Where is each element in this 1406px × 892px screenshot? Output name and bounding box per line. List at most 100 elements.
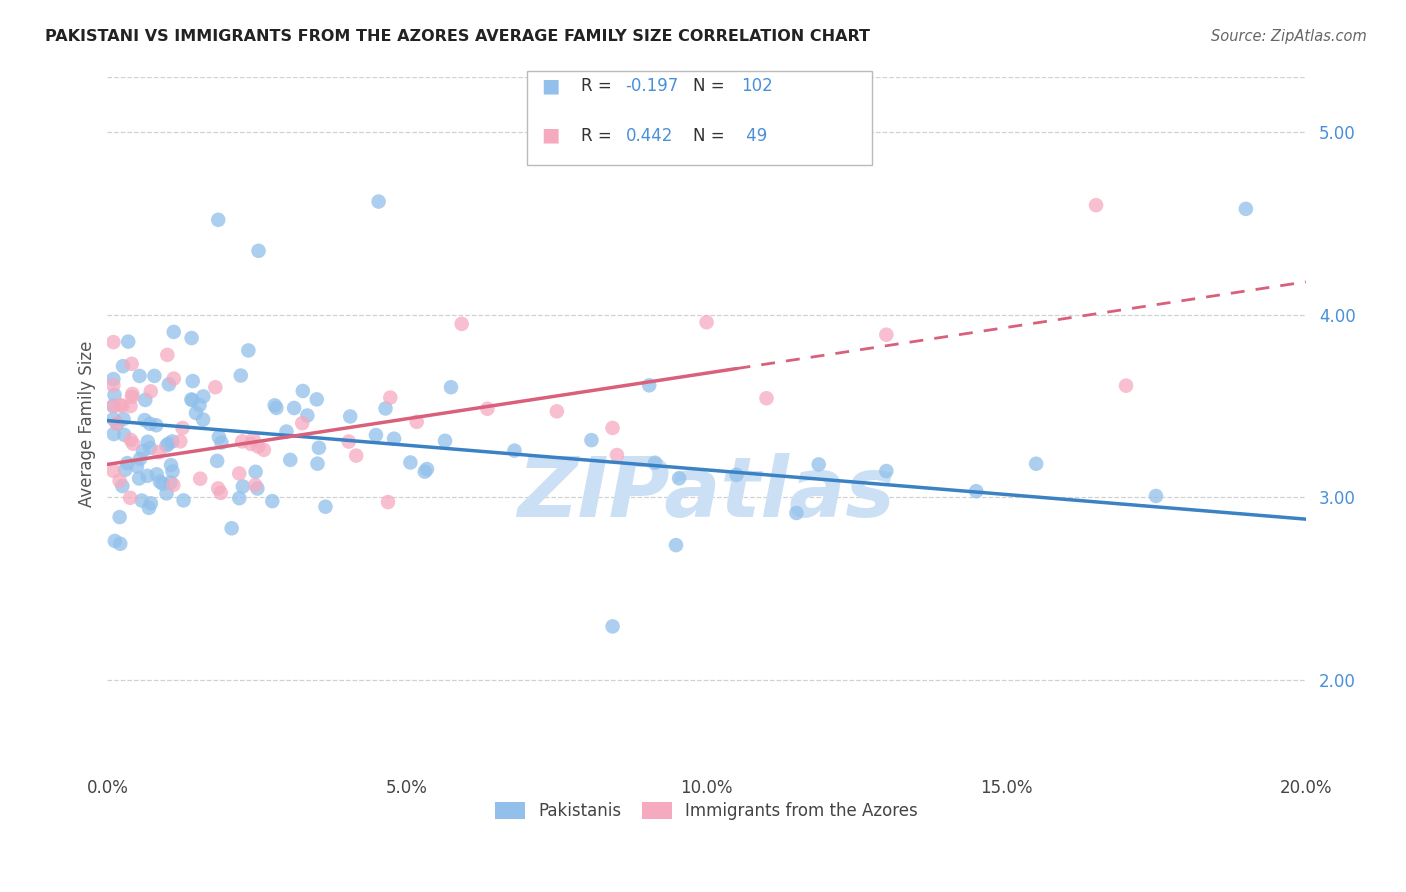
Point xyxy=(136,434,159,449)
Point xyxy=(380,391,402,405)
Text: ■: ■ xyxy=(541,77,560,95)
Point xyxy=(297,409,319,423)
Text: N =: N = xyxy=(693,127,730,145)
Y-axis label: Average Family Size: Average Family Size xyxy=(79,341,96,508)
Point xyxy=(785,506,807,520)
Point xyxy=(755,391,778,405)
Point xyxy=(245,465,267,479)
Text: PAKISTANI VS IMMIGRANTS FROM THE AZORES AVERAGE FAMILY SIZE CORRELATION CHART: PAKISTANI VS IMMIGRANTS FROM THE AZORES … xyxy=(45,29,870,44)
Point xyxy=(103,399,125,413)
Point xyxy=(134,392,156,407)
Point xyxy=(132,443,155,458)
Point xyxy=(139,384,162,399)
Point xyxy=(337,434,360,449)
Point xyxy=(344,449,367,463)
Point xyxy=(253,442,276,457)
Point xyxy=(103,399,125,413)
Point xyxy=(103,335,125,350)
Point xyxy=(228,467,250,481)
Point xyxy=(606,448,628,462)
Text: R =: R = xyxy=(581,127,617,145)
Point xyxy=(374,401,396,416)
Point xyxy=(208,430,231,444)
Text: Source: ZipAtlas.com: Source: ZipAtlas.com xyxy=(1211,29,1367,44)
Point xyxy=(367,194,389,209)
Point xyxy=(112,412,135,426)
Point xyxy=(103,464,125,478)
Point xyxy=(314,500,336,514)
Point xyxy=(503,443,526,458)
Point xyxy=(209,486,232,500)
Point xyxy=(382,432,405,446)
Point xyxy=(450,317,472,331)
Point xyxy=(114,463,136,477)
Point xyxy=(148,445,170,459)
Point xyxy=(696,315,718,329)
Point xyxy=(305,392,328,407)
Point xyxy=(181,374,204,388)
Point xyxy=(602,421,624,435)
Point xyxy=(204,380,226,394)
Point xyxy=(262,494,284,508)
Point xyxy=(207,482,229,496)
Point xyxy=(239,437,262,451)
Point xyxy=(104,533,127,548)
Point xyxy=(145,467,167,482)
Point xyxy=(207,212,229,227)
Text: ZIPatlas: ZIPatlas xyxy=(517,453,896,534)
Point xyxy=(184,406,207,420)
Point xyxy=(145,418,167,433)
Point xyxy=(117,456,139,470)
Point xyxy=(108,398,131,412)
Point xyxy=(139,496,162,510)
Text: R =: R = xyxy=(581,78,617,95)
Point xyxy=(209,435,232,450)
Point xyxy=(131,493,153,508)
Point xyxy=(339,409,361,424)
Point xyxy=(725,467,748,482)
Point xyxy=(440,380,463,394)
Point xyxy=(128,368,150,383)
Point xyxy=(221,521,243,535)
Point xyxy=(103,388,125,402)
Text: N =: N = xyxy=(693,78,730,95)
Text: 0.442: 0.442 xyxy=(626,127,673,145)
Point xyxy=(120,399,142,413)
Point xyxy=(111,479,134,493)
Point xyxy=(364,428,387,442)
Point xyxy=(193,389,215,403)
Point xyxy=(111,359,134,373)
Point xyxy=(103,412,125,426)
Text: ■: ■ xyxy=(541,126,560,145)
Point xyxy=(1144,489,1167,503)
Text: -0.197: -0.197 xyxy=(626,78,679,95)
Point xyxy=(413,465,436,479)
Point xyxy=(160,458,183,472)
Point xyxy=(128,471,150,485)
Point xyxy=(245,478,267,492)
Point xyxy=(875,464,897,478)
Point xyxy=(169,434,191,449)
Point xyxy=(238,343,260,358)
Point xyxy=(875,327,897,342)
Point xyxy=(117,334,139,349)
Point xyxy=(136,468,159,483)
Point xyxy=(159,475,181,490)
Point xyxy=(108,474,131,488)
Point xyxy=(139,417,162,431)
Point xyxy=(156,438,179,452)
Point xyxy=(111,399,134,413)
Point xyxy=(108,510,131,524)
Point xyxy=(232,479,254,493)
Point xyxy=(266,401,288,415)
Point xyxy=(120,433,142,447)
Point xyxy=(205,454,228,468)
Point xyxy=(1115,378,1137,392)
Point xyxy=(157,377,180,392)
Point xyxy=(143,368,166,383)
Point xyxy=(156,348,179,362)
Point xyxy=(246,482,269,496)
Point xyxy=(668,471,690,485)
Point xyxy=(276,425,298,439)
Point xyxy=(399,456,422,470)
